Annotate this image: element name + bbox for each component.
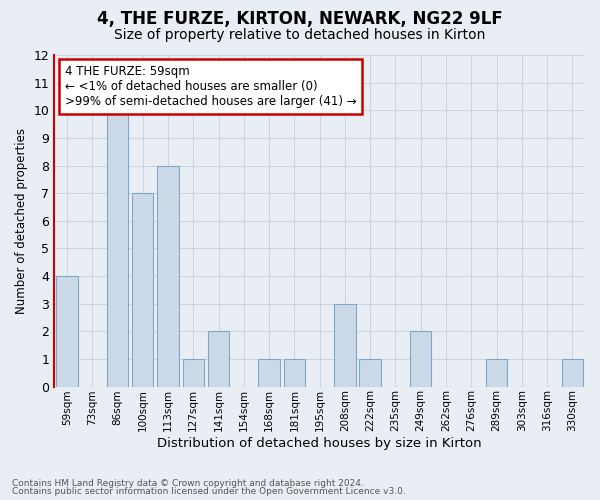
Text: 4 THE FURZE: 59sqm
← <1% of detached houses are smaller (0)
>99% of semi-detache: 4 THE FURZE: 59sqm ← <1% of detached hou… [65,65,356,108]
Y-axis label: Number of detached properties: Number of detached properties [15,128,28,314]
Bar [359,359,381,386]
Bar [182,359,204,386]
Bar [157,166,179,386]
Text: Contains HM Land Registry data © Crown copyright and database right 2024.: Contains HM Land Registry data © Crown c… [12,478,364,488]
Bar [334,304,356,386]
Bar [208,332,229,386]
Bar [410,332,431,386]
Text: Contains public sector information licensed under the Open Government Licence v3: Contains public sector information licen… [12,487,406,496]
Bar [259,359,280,386]
X-axis label: Distribution of detached houses by size in Kirton: Distribution of detached houses by size … [157,437,482,450]
Text: 4, THE FURZE, KIRTON, NEWARK, NG22 9LF: 4, THE FURZE, KIRTON, NEWARK, NG22 9LF [97,10,503,28]
Bar [56,276,77,386]
Text: Size of property relative to detached houses in Kirton: Size of property relative to detached ho… [115,28,485,42]
Bar [486,359,507,386]
Bar [107,110,128,386]
Bar [562,359,583,386]
Bar [284,359,305,386]
Bar [132,193,154,386]
